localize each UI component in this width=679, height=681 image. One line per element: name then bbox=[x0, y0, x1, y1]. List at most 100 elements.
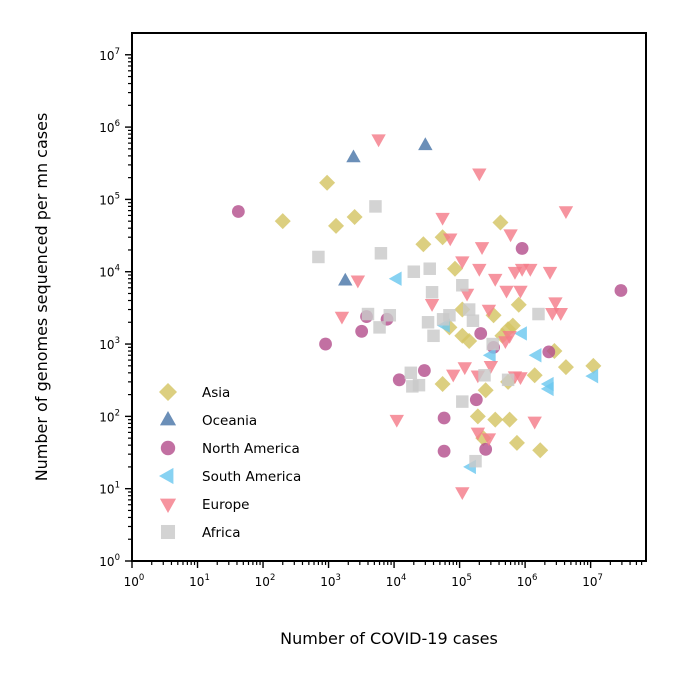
point-africa-10 bbox=[383, 309, 397, 322]
y-tick-label-7: 107 bbox=[99, 47, 120, 63]
point-europe-36 bbox=[545, 308, 560, 321]
y-tick-label-6: 106 bbox=[99, 119, 120, 135]
point-africa-20 bbox=[486, 337, 499, 351]
point-north-america-13 bbox=[515, 242, 529, 255]
point-europe-5 bbox=[443, 233, 458, 247]
point-africa-13 bbox=[412, 378, 426, 392]
point-north-america-15 bbox=[614, 284, 628, 297]
point-europe-32 bbox=[457, 362, 472, 376]
point-africa-11 bbox=[404, 366, 418, 380]
point-europe-10 bbox=[472, 263, 487, 277]
point-europe-22 bbox=[389, 414, 404, 428]
point-north-america-14 bbox=[542, 345, 556, 359]
legend-label-oceania: Oceania bbox=[202, 413, 257, 429]
point-asia-24 bbox=[477, 382, 494, 399]
plot-frame bbox=[131, 32, 647, 562]
point-asia-4 bbox=[415, 236, 432, 253]
point-asia-8 bbox=[492, 214, 509, 231]
point-asia-2 bbox=[328, 217, 345, 234]
point-europe-25 bbox=[483, 361, 499, 374]
point-europe-19 bbox=[548, 297, 563, 311]
point-south-america-3 bbox=[514, 326, 527, 341]
point-africa-17 bbox=[462, 303, 476, 316]
x-axis: 100 101 102 103 104 105 106 107 bbox=[124, 561, 643, 589]
point-north-america-1 bbox=[319, 337, 332, 351]
point-north-america-10 bbox=[474, 327, 488, 340]
point-africa-21 bbox=[501, 373, 515, 387]
point-asia-3 bbox=[346, 209, 363, 226]
point-europe-34 bbox=[481, 433, 497, 447]
point-europe-27 bbox=[502, 331, 517, 344]
point-africa-16 bbox=[456, 279, 469, 292]
point-south-america-6 bbox=[540, 381, 554, 397]
point-south-america-2 bbox=[482, 348, 496, 363]
point-oceania-2 bbox=[338, 272, 353, 286]
point-europe-29 bbox=[513, 372, 528, 386]
legend-label-asia: Asia bbox=[202, 385, 230, 401]
point-africa-0 bbox=[312, 250, 325, 264]
point-europe-23 bbox=[455, 487, 470, 500]
point-europe-3 bbox=[424, 299, 440, 312]
point-asia-6 bbox=[446, 260, 463, 277]
y-axis-label: Number of genomes sequenced per mn cases bbox=[32, 113, 51, 482]
point-asia-0 bbox=[274, 213, 291, 230]
point-europe-0 bbox=[371, 134, 386, 148]
point-europe-35 bbox=[513, 285, 528, 299]
point-north-america-0 bbox=[231, 205, 245, 218]
point-europe-7 bbox=[459, 288, 475, 302]
point-africa-15 bbox=[443, 309, 456, 322]
point-north-america-5 bbox=[392, 373, 406, 387]
point-asia-21 bbox=[585, 357, 602, 374]
legend-label-europe: Europe bbox=[202, 497, 249, 513]
point-asia-23 bbox=[469, 408, 486, 425]
point-africa-2 bbox=[374, 247, 388, 260]
legend-label-africa: Africa bbox=[202, 525, 241, 541]
point-asia-16 bbox=[504, 317, 521, 334]
y-tick-label-5: 105 bbox=[99, 191, 120, 207]
x-axis-label: Number of COVID-19 cases bbox=[280, 629, 498, 648]
point-africa-5 bbox=[425, 286, 439, 299]
point-africa-19 bbox=[478, 369, 491, 382]
point-oceania-0 bbox=[346, 149, 361, 163]
point-asia-1 bbox=[319, 174, 336, 191]
x-tick-label-2: 102 bbox=[255, 573, 276, 589]
point-europe-8 bbox=[472, 168, 487, 182]
point-europe-6 bbox=[455, 256, 470, 270]
point-europe-1 bbox=[350, 275, 366, 289]
legend-marker-north-america bbox=[160, 440, 176, 456]
data-points bbox=[231, 134, 628, 500]
y-tick-label-3: 103 bbox=[99, 336, 120, 352]
point-oceania-1 bbox=[418, 137, 433, 151]
y-axis: 100 101 102 103 104 105 106 107 bbox=[99, 47, 132, 569]
point-africa-1 bbox=[369, 200, 382, 213]
x-tick-label-1: 101 bbox=[189, 573, 210, 589]
point-asia-28 bbox=[532, 442, 549, 459]
point-europe-13 bbox=[499, 285, 514, 299]
point-europe-14 bbox=[503, 229, 518, 243]
point-africa-18 bbox=[466, 314, 480, 327]
legend-marker-oceania bbox=[159, 411, 177, 426]
point-europe-21 bbox=[558, 206, 574, 220]
x-tick-label-5: 105 bbox=[451, 573, 472, 589]
point-south-america-4 bbox=[528, 348, 542, 363]
point-africa-23 bbox=[456, 395, 469, 408]
point-europe-11 bbox=[481, 304, 497, 318]
point-africa-3 bbox=[407, 265, 421, 278]
point-africa-7 bbox=[421, 316, 435, 329]
point-south-america-0 bbox=[388, 271, 402, 286]
point-asia-25 bbox=[487, 411, 504, 428]
point-africa-6 bbox=[427, 329, 440, 343]
point-africa-8 bbox=[361, 307, 375, 321]
legend-label-north-america: North America bbox=[202, 441, 300, 457]
point-asia-26 bbox=[501, 411, 518, 428]
point-africa-22 bbox=[532, 307, 545, 321]
point-north-america-7 bbox=[437, 411, 451, 425]
point-africa-24 bbox=[469, 454, 482, 468]
point-asia-9 bbox=[510, 296, 527, 313]
x-tick-label-6: 106 bbox=[517, 573, 538, 589]
point-north-america-6 bbox=[417, 364, 431, 377]
y-tick-label-0: 100 bbox=[99, 553, 120, 569]
y-tick-label-1: 101 bbox=[99, 481, 120, 497]
point-asia-27 bbox=[508, 434, 525, 451]
